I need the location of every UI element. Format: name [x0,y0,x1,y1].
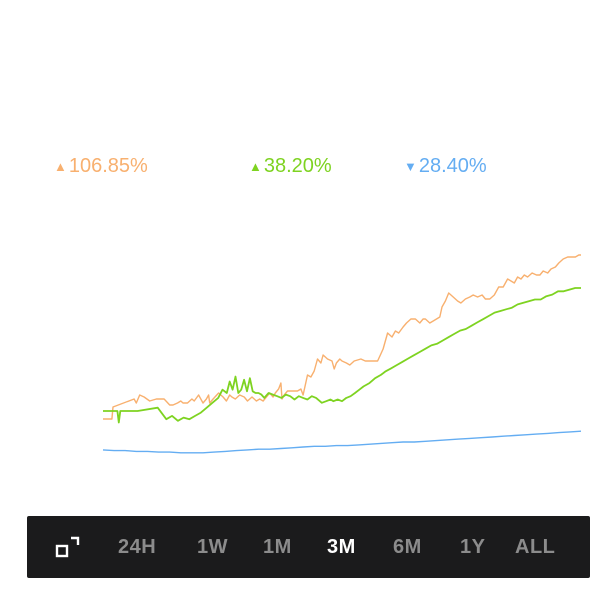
range-button-1y[interactable]: 1Y [460,536,486,558]
legend-value-green: 38.20% [263,155,332,177]
range-button-3m[interactable]: 3M [327,536,356,558]
line-chart [102,254,582,454]
time-range-toolbar: 24H 1W 1M 3M 6M 1Y ALL [27,516,590,578]
legend-value-blue: 28.40% [418,155,487,177]
range-button-24h[interactable]: 24H [118,536,157,558]
down-arrow-icon: ▼ [404,159,417,174]
expand-button[interactable] [55,534,81,560]
series-line-0 [103,254,581,420]
performance-legend: ▲ 106.85% ▲ 38.20% ▼ 28.40% [0,155,616,181]
range-button-6m[interactable]: 6M [393,536,422,558]
legend-item-blue: ▼ 28.40% [404,155,487,178]
legend-item-green: ▲ 38.20% [249,155,332,178]
range-button-1m[interactable]: 1M [263,536,292,558]
up-arrow-icon: ▲ [249,159,262,174]
series-line-1 [103,287,581,424]
up-arrow-icon: ▲ [54,159,67,174]
legend-item-orange: ▲ 106.85% [54,155,148,178]
legend-value-orange: 106.85% [68,155,148,177]
range-button-1w[interactable]: 1W [197,536,228,558]
expand-icon [55,536,80,558]
range-button-all[interactable]: ALL [515,536,556,558]
series-line-2 [102,430,582,454]
